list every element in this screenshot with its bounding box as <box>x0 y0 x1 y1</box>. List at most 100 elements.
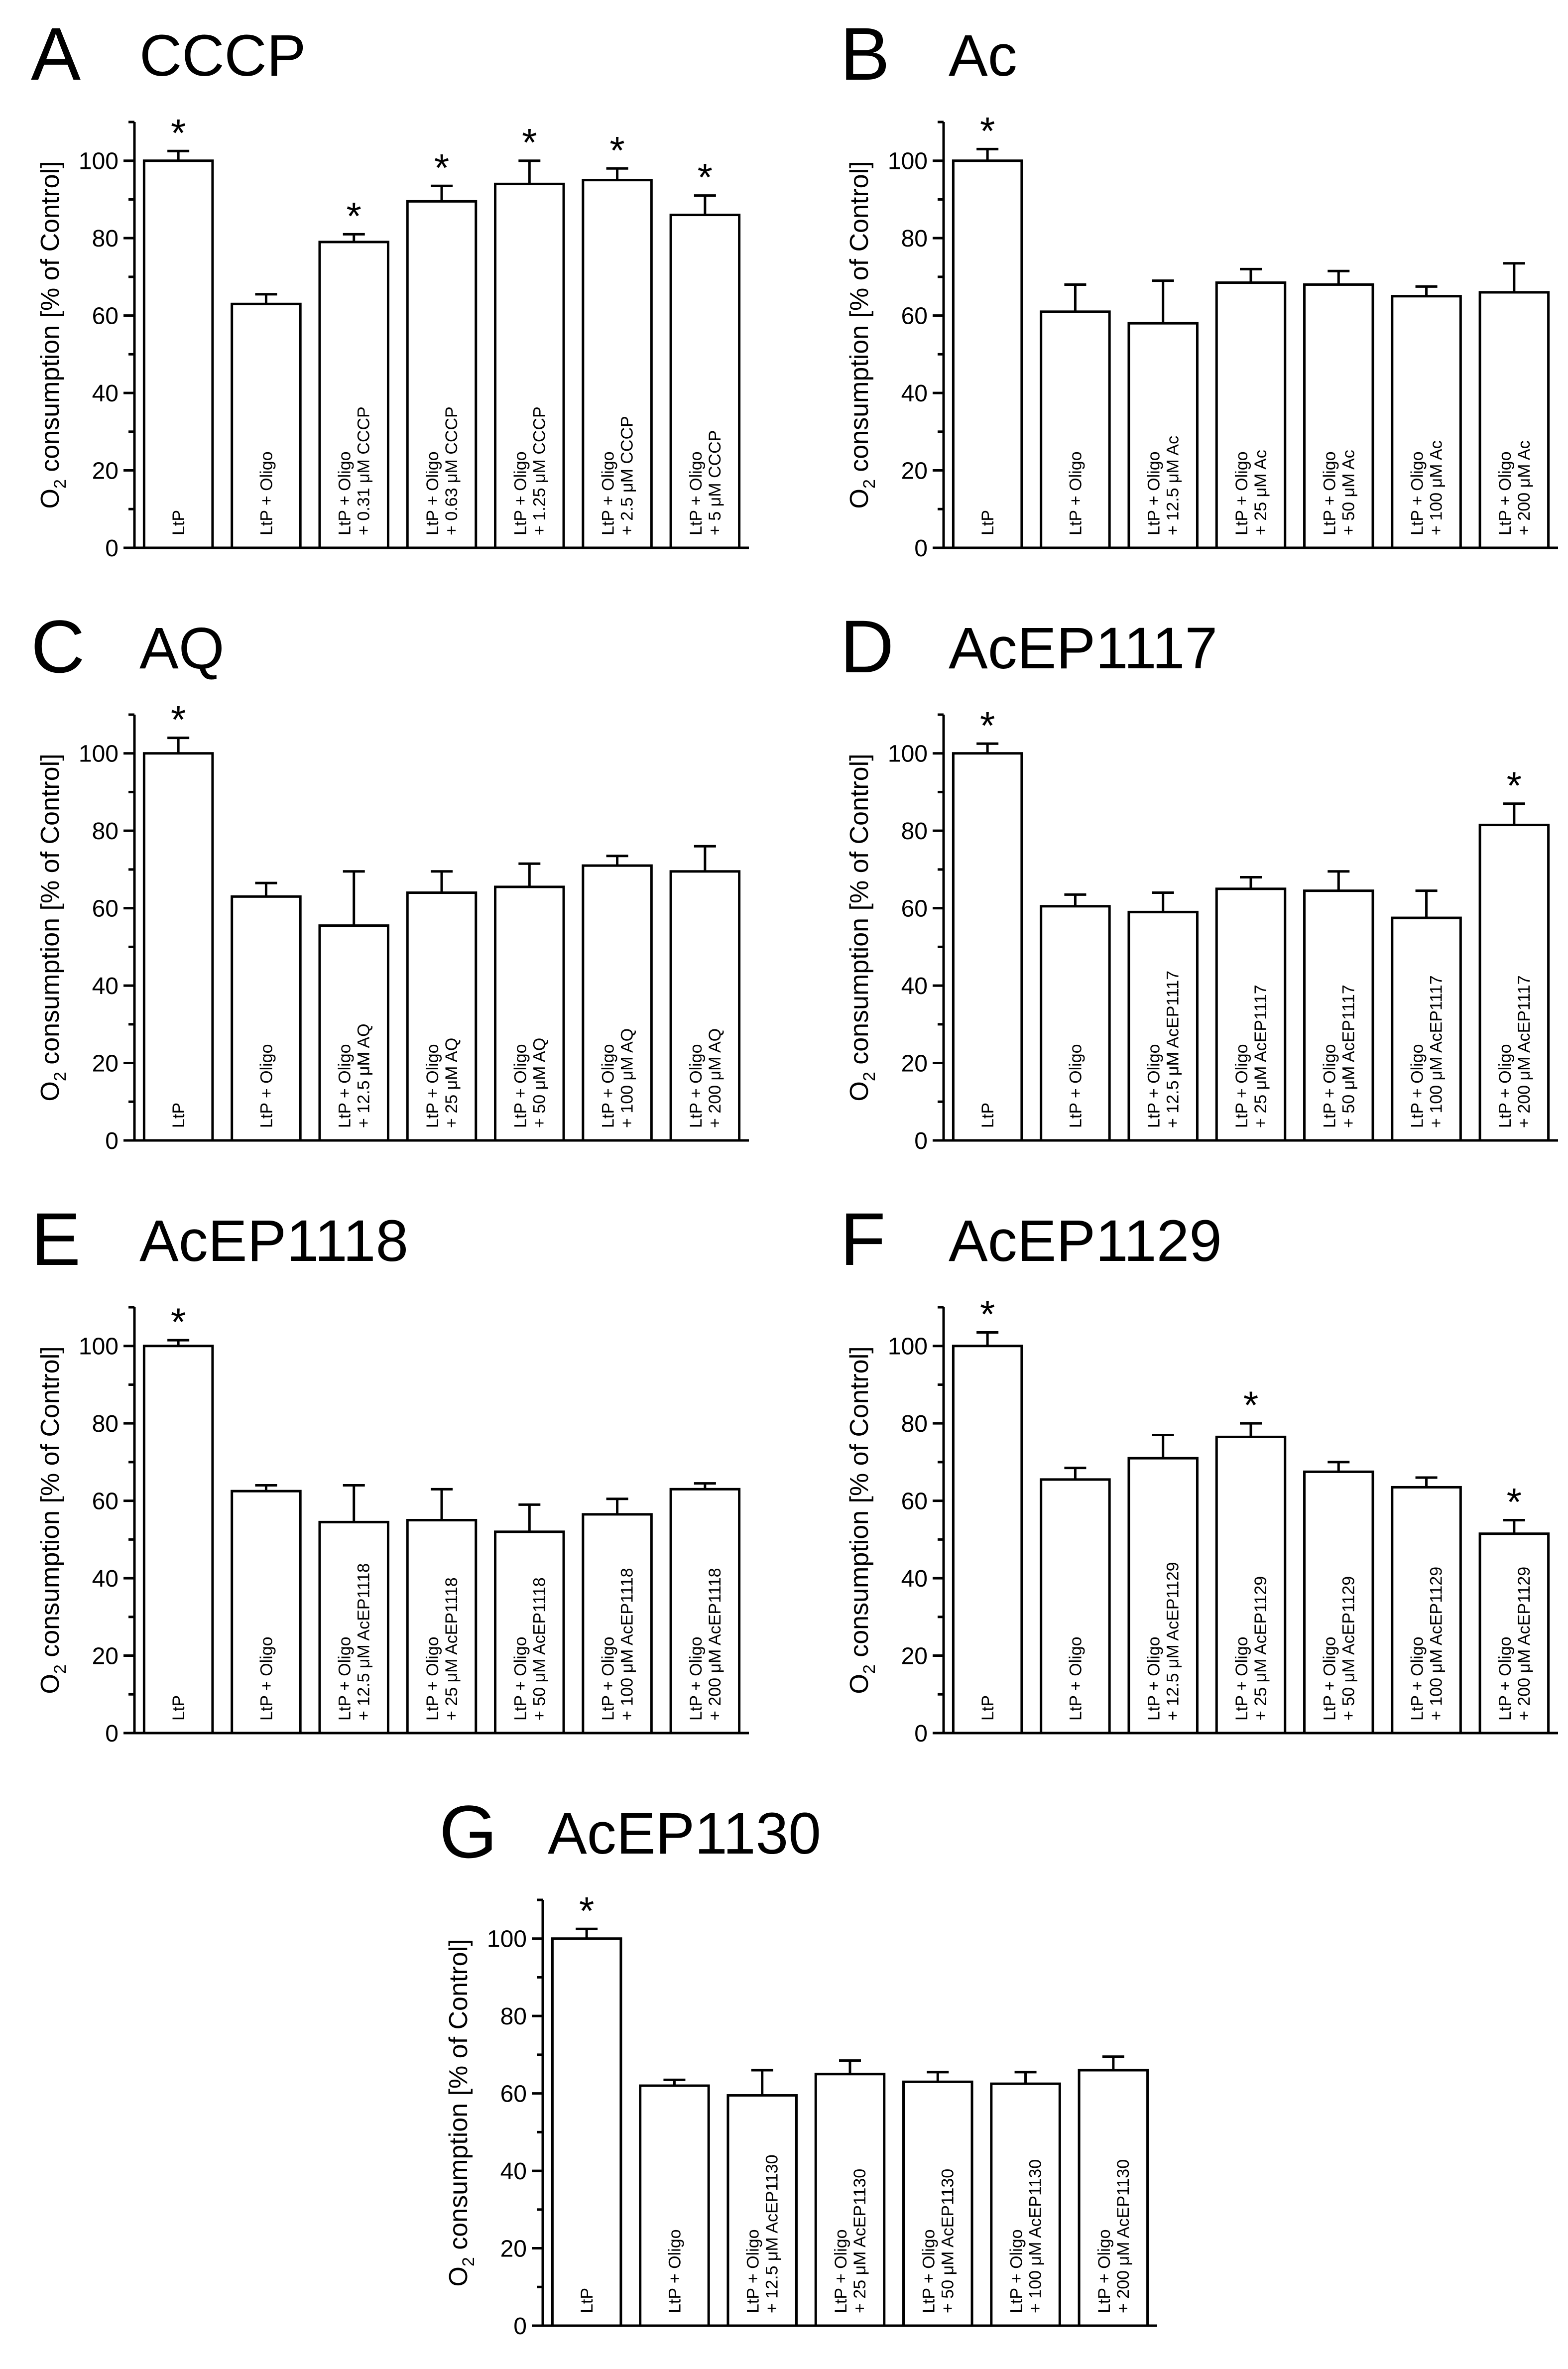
significance-star: * <box>980 109 995 152</box>
y-axis-label: O2 consumption [% of Control] <box>845 753 879 1101</box>
y-tick-label: 100 <box>888 741 928 767</box>
bar <box>1127 322 1199 549</box>
category-label: LtP <box>578 2288 597 2313</box>
y-tick-label: 100 <box>79 148 119 175</box>
category-label: LtP + Oligo+ 100 μM AcEP1118 <box>599 1568 637 1721</box>
panel-letter: B <box>840 12 890 96</box>
category-label: LtP + Oligo+ 12.5 μM AcEP1129 <box>1145 1562 1183 1721</box>
bar <box>952 159 1023 549</box>
significance-star: * <box>698 155 713 199</box>
bar <box>1040 905 1111 1142</box>
y-tick-label: 80 <box>901 226 928 252</box>
bar <box>669 870 741 1142</box>
chart-title: AcEP1118 <box>139 1208 408 1274</box>
category-label: LtP + Oligo+ 100 μM AcEP1130 <box>1007 2159 1045 2313</box>
category-label: LtP <box>169 1103 188 1128</box>
panel-letter: A <box>31 12 81 96</box>
bar <box>952 1345 1023 1735</box>
category-label: LtP + Oligo+ 200 μM AcEP1118 <box>687 1568 724 1721</box>
category-label: LtP + Oligo+ 50 μM AcEP1118 <box>511 1577 549 1721</box>
category-label: LtP + Oligo+ 0.31 μM CCCP <box>336 406 373 535</box>
bar <box>318 1520 389 1735</box>
y-tick-label: 60 <box>901 303 928 330</box>
category-label: LtP + Oligo+ 100 μM Ac <box>1408 440 1446 535</box>
y-tick-label: 0 <box>914 535 928 562</box>
category-label: LtP + Oligo+ 12.5 μM AQ <box>336 1023 373 1128</box>
y-tick-label: 0 <box>914 1128 928 1154</box>
y-tick-label: 0 <box>105 535 119 562</box>
panel-letter: G <box>439 1790 497 1873</box>
category-label: LtP + Oligo+ 50 μM AcEP1129 <box>1320 1576 1358 1721</box>
category-label: LtP <box>978 510 997 535</box>
category-label: LtP + Oligo <box>665 2229 684 2313</box>
category-label: LtP + Oligo <box>1066 1636 1085 1721</box>
bar <box>494 885 565 1142</box>
bar <box>1215 281 1287 549</box>
y-tick-label: 20 <box>500 2236 527 2262</box>
category-label: LtP + Oligo+ 200 μM AQ <box>687 1028 724 1128</box>
category-label: LtP + Oligo <box>257 451 276 535</box>
category-label: LtP + Oligo+ 5 μM CCCP <box>687 430 724 535</box>
chart-panel-b: B Ac O2 consumption [% of Control] 0 20 40 60 8… <box>840 12 1558 562</box>
y-axis-label: O2 consumption [% of Control] <box>36 161 70 508</box>
y-tick-label: 80 <box>92 226 119 252</box>
y-tick-label: 100 <box>487 1926 527 1953</box>
y-tick-label: 60 <box>901 896 928 922</box>
bar <box>406 200 478 549</box>
y-tick-label: 20 <box>901 458 928 485</box>
significance-star: * <box>171 1300 186 1344</box>
panel-letter: F <box>840 1197 886 1281</box>
bar <box>990 2082 1061 2327</box>
chart-panel-c: C AQ O2 consumption [% of Control] 0 20 40 60 8… <box>31 605 749 1154</box>
bar <box>814 2073 886 2327</box>
bar <box>1127 910 1199 1142</box>
y-axis-label: O2 consumption [% of Control] <box>845 161 879 508</box>
category-label: LtP + Oligo+ 200 μM AcEP1129 <box>1496 1567 1534 1721</box>
bar <box>1478 824 1550 1142</box>
category-label: LtP + Oligo+ 50 μM AQ <box>511 1038 549 1128</box>
significance-star: * <box>1507 763 1522 807</box>
y-tick-label: 40 <box>92 1566 119 1592</box>
significance-star: * <box>522 121 537 164</box>
bar <box>1040 310 1111 549</box>
significance-star: * <box>609 128 624 172</box>
y-tick-label: 20 <box>901 1051 928 1077</box>
category-label: LtP + Oligo+ 12.5 μM AcEP1117 <box>1145 971 1183 1128</box>
category-label: LtP + Oligo+ 2.5 μM CCCP <box>599 416 637 535</box>
category-label: LtP + Oligo+ 25 μM AQ <box>423 1038 461 1128</box>
bar <box>231 302 302 549</box>
significance-star: * <box>171 698 186 742</box>
bar <box>494 182 565 549</box>
category-label: LtP + Oligo+ 100 μM AcEP1129 <box>1408 1567 1446 1721</box>
y-tick-label: 60 <box>500 2081 527 2108</box>
category-label: LtP + Oligo+ 12.5 μM Ac <box>1145 436 1183 535</box>
panel-letter: C <box>31 605 85 688</box>
bar <box>1391 916 1462 1142</box>
category-label: LtP <box>169 510 188 535</box>
bar <box>494 1530 565 1735</box>
y-axis-label: O2 consumption [% of Control] <box>36 1346 70 1694</box>
y-tick-label: 80 <box>92 818 119 845</box>
category-label: LtP + Oligo <box>1066 451 1085 535</box>
y-tick-label: 40 <box>901 1566 928 1592</box>
bar <box>1478 1532 1550 1735</box>
panel-letter: D <box>840 605 894 688</box>
bar <box>639 2084 710 2327</box>
significance-star: * <box>171 111 186 154</box>
category-label: LtP + Oligo+ 50 μM AcEP1117 <box>1320 985 1358 1128</box>
y-axis-label: O2 consumption [% of Control] <box>36 753 70 1101</box>
bar <box>318 924 389 1142</box>
significance-star: * <box>347 194 362 238</box>
chart-panel-a: A CCCP O2 consumption [% of Control] 0 20 40 6… <box>31 12 749 562</box>
bar <box>1391 295 1462 549</box>
bar <box>902 2080 973 2327</box>
panel-letter: E <box>31 1197 81 1281</box>
y-tick-label: 100 <box>888 148 928 175</box>
bar <box>142 159 214 549</box>
y-tick-label: 60 <box>92 1489 119 1515</box>
y-tick-label: 80 <box>92 1411 119 1437</box>
chart-title: CCCP <box>139 23 306 89</box>
bar <box>1303 283 1374 549</box>
bar <box>1215 1435 1287 1735</box>
category-label: LtP + Oligo+ 25 μM AcEP1118 <box>423 1577 461 1721</box>
